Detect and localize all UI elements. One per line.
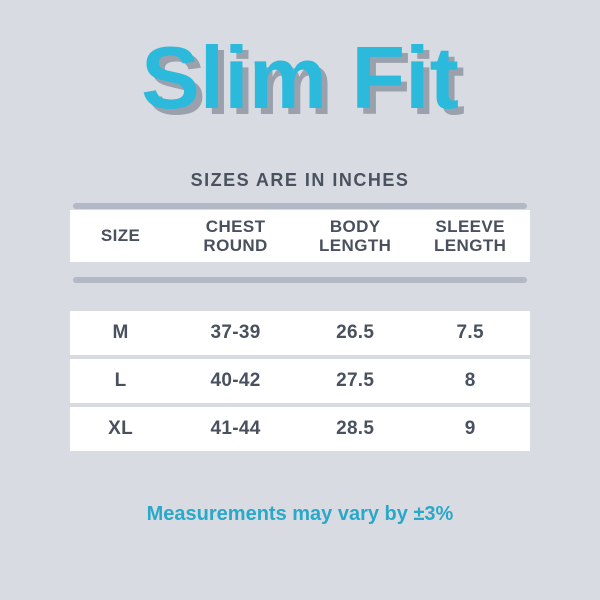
cell-chest: 37-39 bbox=[210, 322, 261, 343]
header-cell-sleeve-length: SLEEVE LENGTH bbox=[434, 216, 507, 255]
cell-sleeve: 7.5 bbox=[456, 322, 484, 343]
table-body: M 37-39 26.5 7.5 L 40-42 27.5 8 XL 41-44… bbox=[70, 311, 530, 451]
cell-size: XL bbox=[108, 418, 134, 439]
header-cell-size: SIZE bbox=[100, 226, 141, 246]
cell-size: L bbox=[114, 370, 127, 391]
table-row-l: L 40-42 27.5 8 bbox=[70, 359, 530, 403]
cell-sleeve: 8 bbox=[464, 370, 476, 391]
table-row-m: M 37-39 26.5 7.5 bbox=[70, 311, 530, 355]
header-cell-chest-round: CHEST ROUND bbox=[203, 216, 268, 255]
cell-body: 26.5 bbox=[336, 322, 375, 343]
cell-sleeve: 9 bbox=[464, 418, 476, 439]
cell-body: 28.5 bbox=[336, 418, 375, 439]
table-row-xl: XL 41-44 28.5 9 bbox=[70, 407, 530, 451]
table-header-row: SIZE CHEST ROUND BODY LENGTH SLEEVE LENG… bbox=[70, 210, 530, 262]
header-divider-bar bbox=[73, 277, 527, 283]
cell-chest: 40-42 bbox=[210, 370, 261, 391]
tolerance-note: Measurements may vary by ±3% bbox=[146, 503, 454, 525]
size-table: SIZE CHEST ROUND BODY LENGTH SLEEVE LENG… bbox=[70, 203, 530, 451]
cell-chest: 41-44 bbox=[210, 418, 261, 439]
header-cell-body-length: BODY LENGTH bbox=[319, 216, 392, 255]
table-top-bar bbox=[73, 203, 527, 209]
cell-size: M bbox=[112, 322, 129, 343]
units-subtitle: SIZES ARE IN INCHES bbox=[190, 170, 410, 190]
cell-body: 27.5 bbox=[336, 370, 375, 391]
page-title: Slim Fit bbox=[141, 28, 459, 127]
